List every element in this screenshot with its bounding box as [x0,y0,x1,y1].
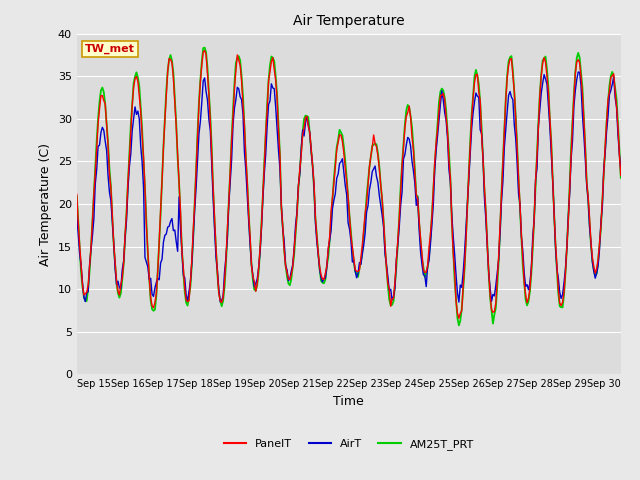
Title: Air Temperature: Air Temperature [293,14,404,28]
Y-axis label: Air Temperature (C): Air Temperature (C) [39,143,52,265]
X-axis label: Time: Time [333,395,364,408]
Text: TW_met: TW_met [85,44,135,54]
Legend: PanelT, AirT, AM25T_PRT: PanelT, AirT, AM25T_PRT [220,434,478,454]
